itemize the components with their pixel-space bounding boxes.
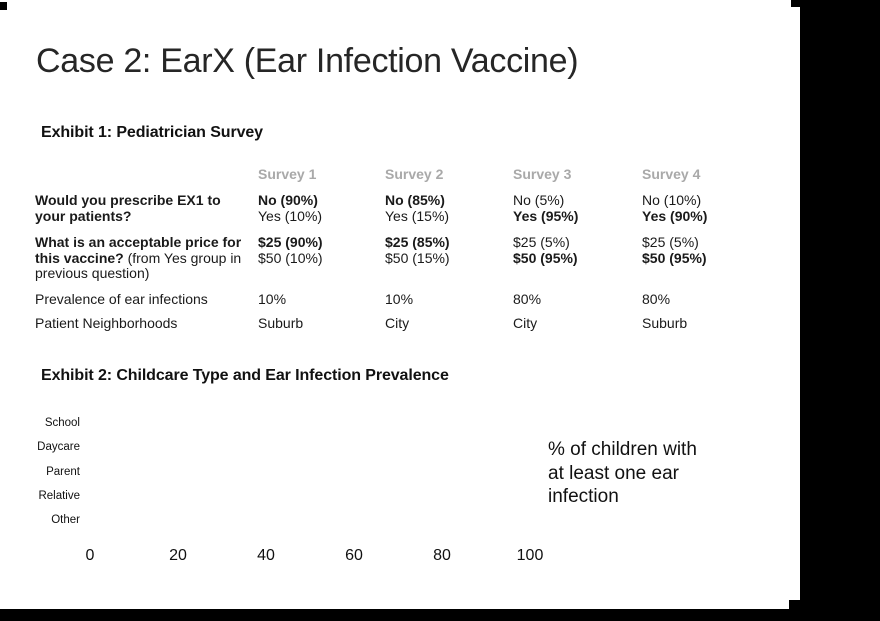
table-cell: $25 (5%) $50 (95%) [642, 234, 707, 266]
table-row-price: What is an acceptable price for this vac… [35, 234, 752, 282]
category-label-relative: Relative [38, 489, 80, 502]
table-cell: No (90%) Yes (10%) [258, 192, 323, 224]
slide-title: Case 2: EarX (Ear Infection Vaccine) [36, 42, 579, 80]
column-header-survey-3: Survey 3 [513, 166, 572, 182]
row-label: What is an acceptable price for this vac… [35, 234, 242, 281]
table-cell: City [513, 315, 538, 331]
row-label: Patient Neighborhoods [35, 315, 178, 331]
table-row-prevalence: Prevalence of ear infections 10% 10% 80%… [35, 291, 752, 308]
row-label: Would you prescribe EX1 to your patients… [35, 192, 221, 224]
exhibit1-heading: Exhibit 1: Pediatrician Survey [41, 124, 263, 141]
table-cell: 10% [385, 291, 414, 307]
table-cell: No (85%) Yes (15%) [385, 192, 450, 224]
table-cell: City [385, 315, 410, 331]
frame-corner-top-right [791, 0, 800, 7]
frame-corner-bottom-right [789, 600, 800, 609]
category-label-other: Other [51, 514, 80, 527]
x-tick-label-20: 20 [169, 547, 187, 564]
row-label: Prevalence of ear infections [35, 291, 208, 307]
table-cell: 80% [513, 291, 542, 307]
table-cell: No (5%) Yes (95%) [513, 192, 579, 224]
x-tick-label-80: 80 [433, 547, 451, 564]
table-cell: $25 (90%) $50 (10%) [258, 234, 323, 266]
x-tick-label-60: 60 [345, 547, 363, 564]
column-header-survey-2: Survey 2 [385, 166, 444, 182]
table-row-prescribe: Would you prescribe EX1 to your patients… [35, 192, 752, 224]
frame-corner-top-left [0, 2, 7, 10]
x-tick-label-100: 100 [516, 547, 544, 564]
x-tick-label-40: 40 [257, 547, 275, 564]
chart-category-axis: School Daycare Parent Relative Other [16, 411, 80, 532]
table-cell: $25 (5%) $50 (95%) [513, 234, 578, 266]
table-cell: Suburb [642, 315, 688, 331]
category-label-daycare: Daycare [37, 441, 80, 454]
category-label-parent: Parent [46, 465, 80, 478]
table-cell: 10% [258, 291, 287, 307]
column-header-survey-4: Survey 4 [642, 166, 701, 182]
exhibit2-heading: Exhibit 2: Childcare Type and Ear Infect… [41, 367, 449, 384]
category-label-school: School [44, 417, 80, 429]
table-cell: No (10%) Yes (90%) [642, 192, 708, 224]
table-header-row: Survey 1 Survey 2 Survey 3 Survey 4 [35, 166, 752, 183]
column-header-survey-1: Survey 1 [258, 166, 317, 182]
table-cell: Suburb [258, 315, 304, 331]
chart-annotation: % of children with at least one ear infe… [548, 439, 697, 507]
x-tick-label-0: 0 [85, 547, 95, 564]
table-corner-cell [35, 167, 247, 183]
table-cell: $25 (85%) $50 (15%) [385, 234, 450, 266]
slide: Case 2: EarX (Ear Infection Vaccine) Exh… [0, 0, 800, 609]
table-row-neighborhoods: Patient Neighborhoods Suburb City City S… [35, 315, 752, 332]
table-cell: 80% [642, 291, 671, 307]
